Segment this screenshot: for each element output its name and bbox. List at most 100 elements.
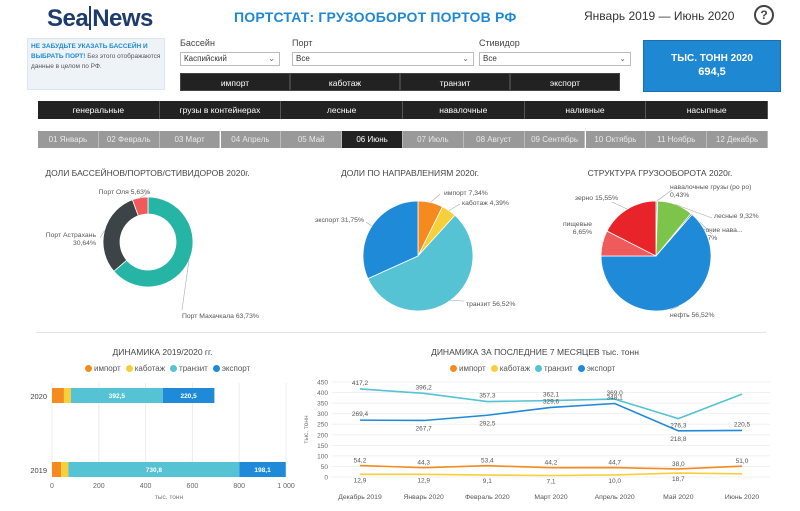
cargo-type-button[interactable]: навалочные bbox=[403, 101, 525, 119]
kpi-label: ТЫС. ТОНН 2020 bbox=[671, 53, 753, 64]
pie-label: пищевые bbox=[563, 221, 592, 228]
legend-dot bbox=[490, 365, 498, 372]
legend-label[interactable]: экспорт bbox=[221, 364, 251, 373]
bar-label: 392,5 bbox=[109, 393, 126, 400]
bar-segment bbox=[52, 388, 64, 403]
month-button[interactable]: 04 Апрель bbox=[220, 131, 282, 148]
month-button[interactable]: 07 Июль bbox=[403, 131, 464, 148]
y-tick-label: 2019 bbox=[30, 466, 47, 475]
chart-title-shares: ДОЛИ БАССЕЙНОВ/ПОРТОВ/СТИВИДОРОВ 2020г. bbox=[45, 168, 250, 178]
month-button[interactable]: 08 Август bbox=[463, 131, 525, 148]
point-label: 218,8 bbox=[670, 436, 687, 443]
y-axis-label: тыс. тонн bbox=[303, 415, 310, 444]
point-label: 292,5 bbox=[479, 420, 496, 427]
y-tick-label: 300 bbox=[317, 411, 328, 418]
pie-leader bbox=[675, 204, 713, 219]
cargo-type-button[interactable]: грузы в контейнерах bbox=[159, 101, 282, 119]
point-label: 12,9 bbox=[354, 477, 367, 484]
x-tick-label: 600 bbox=[187, 483, 199, 490]
bar-segment bbox=[68, 462, 240, 477]
month-button[interactable]: 11 Ноябрь bbox=[646, 131, 708, 148]
direction-cabotage-button[interactable]: каботаж bbox=[290, 73, 400, 91]
legend-dot bbox=[535, 365, 543, 372]
bar-label: 198,1 bbox=[254, 467, 271, 474]
point-label: 396,2 bbox=[416, 384, 433, 391]
bar-segment bbox=[52, 462, 62, 477]
chart-title-directions: ДОЛИ ПО НАПРАВЛЕНИЯМ 2020г. bbox=[341, 168, 479, 178]
pie-label: каботаж 4,39% bbox=[462, 199, 509, 207]
point-label: 329,6 bbox=[543, 398, 560, 405]
pie-leader bbox=[656, 189, 673, 202]
direction-export-button[interactable]: экспорт bbox=[510, 73, 620, 91]
legend-label[interactable]: экспорт bbox=[586, 364, 616, 373]
pie-leader bbox=[448, 203, 461, 211]
notice-box: НЕ ЗАБУДЬТЕ УКАЗАТЬ БАССЕЙН И ВЫБРАТЬ ПО… bbox=[27, 38, 165, 90]
pie-label: Порт Махачкала 63,73% bbox=[182, 313, 259, 320]
point-label: 54,2 bbox=[354, 458, 367, 465]
period-end: Июнь 2020 bbox=[673, 9, 735, 23]
pie-leader bbox=[365, 221, 372, 227]
pie-label: экспорт 31,75% bbox=[315, 217, 364, 224]
point-label: 269,4 bbox=[352, 411, 369, 418]
legend-label[interactable]: транзит bbox=[179, 364, 208, 373]
pie-label: зерно 15,55% bbox=[575, 195, 618, 202]
chart-title-dynamics-year: ДИНАМИКА 2019/2020 гг. bbox=[112, 347, 213, 357]
point-label: 362,1 bbox=[543, 392, 560, 399]
legend-label[interactable]: импорт bbox=[459, 364, 486, 373]
pie-leader bbox=[181, 260, 190, 311]
series-line bbox=[359, 464, 743, 470]
bar-segment bbox=[239, 462, 286, 477]
pie-leader bbox=[601, 241, 603, 244]
series-line bbox=[359, 388, 743, 420]
cargo-type-button[interactable]: лесные bbox=[281, 101, 403, 119]
pie-label: прочие нава... bbox=[698, 227, 743, 234]
point-label: 44,7 bbox=[608, 460, 621, 467]
kpi-value: 694,5 bbox=[698, 66, 726, 78]
legend-label[interactable]: каботаж bbox=[134, 364, 166, 373]
direction-import-button[interactable]: импорт bbox=[180, 73, 290, 91]
logo: Sea News bbox=[47, 5, 153, 32]
month-button[interactable]: 09 Сентябрь bbox=[524, 131, 586, 148]
stevedore-label: Стивидор bbox=[479, 38, 520, 48]
chart-title-dynamics-7m: ДИНАМИКА ЗА ПОСЛЕДНИЕ 7 МЕСЯЦЕВ тыс. тон… bbox=[431, 347, 639, 357]
period-start: Январь 2019 bbox=[584, 9, 656, 23]
x-tick-label: Январь 2020 bbox=[404, 494, 445, 501]
month-button[interactable]: 02 Февраль bbox=[98, 131, 160, 148]
direction-transit-button[interactable]: транзит bbox=[400, 73, 510, 91]
point-label: 369,0 bbox=[607, 390, 624, 397]
y-tick-label: 0 bbox=[324, 475, 328, 482]
legend-label[interactable]: каботаж bbox=[499, 364, 531, 373]
point-label: 276,3 bbox=[670, 423, 687, 430]
month-button[interactable]: 03 Март bbox=[159, 131, 221, 148]
cargo-type-button[interactable]: насыпные bbox=[646, 101, 768, 119]
pie-leader bbox=[99, 230, 105, 239]
pie-charts: Порт Махачкала 63,73% Порт Астрахань30,64… bbox=[46, 184, 759, 320]
bar-label: 220,5 bbox=[180, 393, 197, 400]
legend-dot bbox=[212, 365, 220, 372]
point-label: 220,5 bbox=[734, 421, 751, 428]
legend-label[interactable]: импорт bbox=[94, 364, 121, 373]
bar-segment bbox=[61, 462, 69, 477]
basin-select[interactable]: Каспийский ⌄ bbox=[180, 52, 280, 66]
x-tick-label: Май 2020 bbox=[663, 493, 694, 501]
point-label: 53,4 bbox=[481, 458, 494, 465]
x-tick-label: 400 bbox=[140, 483, 152, 490]
month-button[interactable]: 05 Май bbox=[281, 131, 343, 148]
port-select[interactable]: Все ⌄ bbox=[292, 52, 474, 66]
help-icon[interactable]: ? bbox=[754, 5, 774, 25]
cargo-type-button[interactable]: наливные bbox=[524, 101, 647, 119]
cargo-type-button[interactable]: генеральные bbox=[38, 101, 160, 119]
month-button[interactable]: 12 Декабрь bbox=[707, 131, 768, 148]
month-button[interactable]: 06 Июнь bbox=[342, 131, 403, 148]
month-button[interactable]: 01 Январь bbox=[38, 131, 99, 148]
legend-dot bbox=[125, 365, 133, 372]
period-range[interactable]: Январь 2019 — Июнь 2020 bbox=[584, 9, 735, 23]
stevedore-select[interactable]: Все ⌄ bbox=[479, 52, 631, 66]
month-button[interactable]: 10 Октябрь bbox=[585, 131, 647, 148]
x-tick-label: Март 2020 bbox=[534, 494, 567, 501]
point-label: 44,3 bbox=[417, 460, 430, 467]
line-chart: 0 50 100 150 200 250 300 350 400 450 тыс. тонн Дека… bbox=[303, 380, 770, 501]
legend-dynamics-year: импорт каботаж транзит экспорт bbox=[80, 364, 250, 373]
legend-label[interactable]: транзит bbox=[544, 364, 573, 373]
legend-dot bbox=[85, 365, 92, 372]
